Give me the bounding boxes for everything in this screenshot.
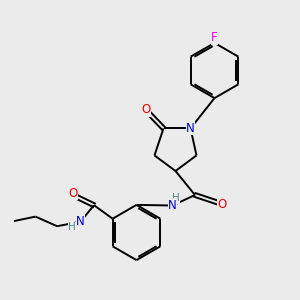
Text: H: H (68, 222, 76, 232)
Text: O: O (218, 197, 226, 211)
Text: O: O (141, 103, 150, 116)
Text: N: N (186, 122, 195, 135)
Text: N: N (168, 199, 177, 212)
Text: F: F (211, 31, 218, 44)
Text: O: O (68, 187, 78, 200)
Text: H: H (172, 193, 179, 203)
Text: N: N (76, 215, 85, 228)
